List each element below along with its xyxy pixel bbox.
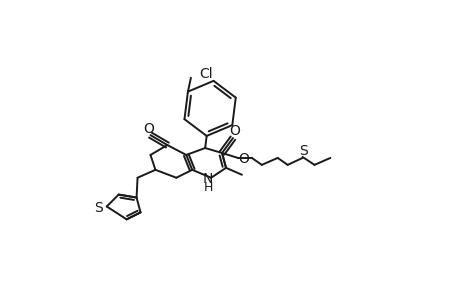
Text: S: S bbox=[94, 202, 103, 215]
Text: O: O bbox=[229, 124, 240, 138]
Text: O: O bbox=[238, 152, 249, 166]
Text: S: S bbox=[298, 144, 307, 158]
Text: O: O bbox=[143, 122, 154, 136]
Text: N: N bbox=[202, 172, 213, 186]
Text: Cl: Cl bbox=[198, 67, 212, 81]
Text: H: H bbox=[203, 181, 213, 194]
